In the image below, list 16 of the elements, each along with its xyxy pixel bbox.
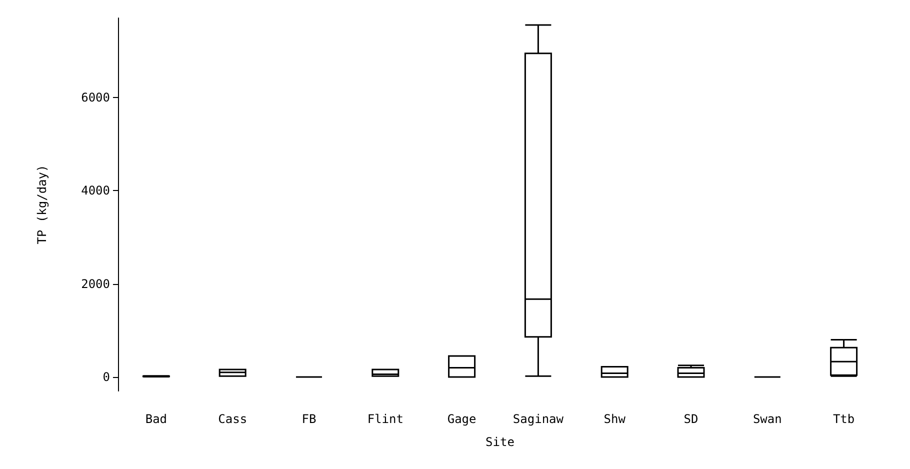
x-axis-title: Site: [486, 435, 514, 449]
y-axis-title: TP (kg/day): [35, 164, 49, 244]
x-tick-label: Saginaw: [512, 412, 564, 426]
y-tick-label: 4000: [81, 184, 110, 198]
y-tick-label: 6000: [81, 90, 110, 104]
x-tick-label: Cass: [218, 412, 248, 426]
x-tick-label: Flint: [367, 412, 404, 426]
x-tick-label: FB: [302, 412, 316, 426]
y-tick-label: 2000: [81, 276, 110, 291]
x-tick-label: Swan: [752, 412, 782, 426]
x-tick-label: Bad: [145, 412, 168, 426]
x-tick-label: Gage: [447, 412, 476, 426]
x-tick-label: Shw: [604, 412, 626, 426]
x-tick-label: SD: [684, 412, 698, 426]
y-tick-label: 0: [102, 370, 110, 384]
x-tick-label: Ttb: [832, 412, 855, 426]
